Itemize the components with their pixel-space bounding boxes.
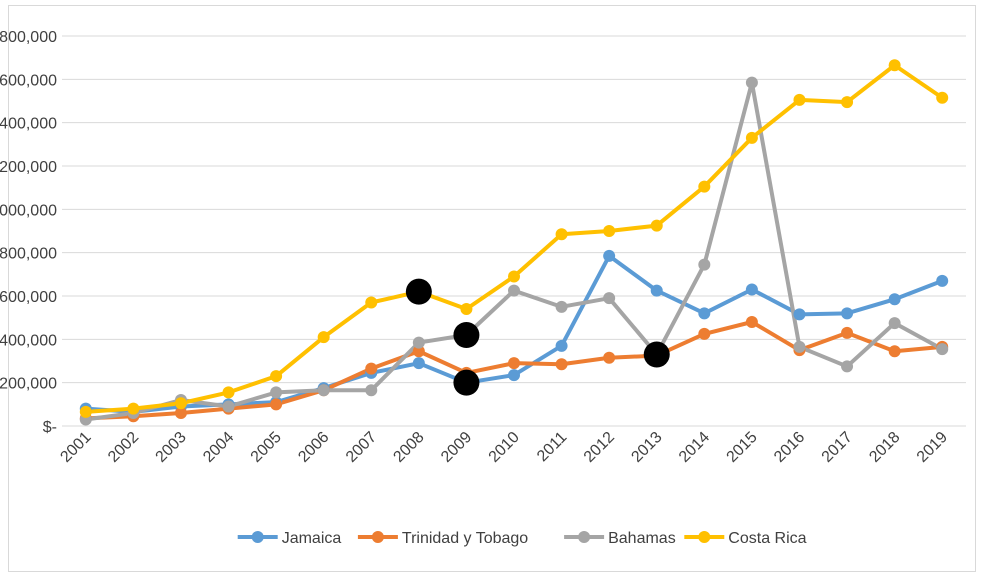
- point-marker: [650, 219, 663, 232]
- point-marker: [888, 345, 901, 358]
- point-marker: [270, 386, 283, 399]
- point-marker: [603, 225, 616, 237]
- point-marker: [603, 292, 616, 305]
- legend-marker: [251, 531, 264, 543]
- legend-label: Bahamas: [608, 530, 676, 547]
- point-marker: [508, 369, 520, 382]
- point-marker: [127, 402, 140, 415]
- point-marker: [270, 398, 283, 411]
- y-tick-label: $1,200,000: [0, 159, 57, 176]
- highlight-marker: [453, 322, 480, 348]
- point-marker: [745, 131, 758, 144]
- highlight-marker: [405, 278, 432, 305]
- point-marker: [270, 370, 283, 383]
- y-tick-label: $1,400,000: [0, 116, 57, 133]
- point-marker: [508, 357, 520, 370]
- legend-label: Costa Rica: [728, 530, 806, 547]
- point-marker: [650, 284, 663, 297]
- point-marker: [555, 358, 568, 371]
- point-marker: [936, 343, 949, 356]
- legend-label: Jamaica: [282, 530, 342, 547]
- point-marker: [793, 340, 806, 353]
- point-marker: [555, 228, 568, 241]
- y-tick-label: $1,000,000: [0, 202, 57, 219]
- point-marker: [745, 283, 758, 296]
- point-marker: [365, 362, 378, 375]
- point-marker: [79, 405, 92, 418]
- point-marker: [841, 96, 854, 109]
- y-tick-label: $1,800,000: [0, 29, 57, 46]
- y-tick-label: $400,000: [0, 332, 57, 349]
- y-tick-label: $600,000: [0, 289, 57, 306]
- y-tick-label: $800,000: [0, 246, 57, 263]
- point-marker: [174, 397, 187, 410]
- point-marker: [888, 293, 901, 306]
- point-marker: [412, 357, 425, 370]
- point-marker: [555, 339, 568, 352]
- legend-marker: [698, 531, 711, 543]
- point-marker: [936, 274, 949, 287]
- point-marker: [888, 59, 901, 72]
- point-marker: [745, 76, 758, 89]
- point-marker: [508, 270, 520, 283]
- legend-label: Trinidad y Tobago: [402, 530, 528, 547]
- point-marker: [793, 308, 806, 321]
- point-marker: [603, 351, 616, 364]
- highlight-marker: [453, 369, 480, 396]
- point-marker: [841, 326, 854, 339]
- point-marker: [936, 91, 949, 104]
- point-marker: [508, 284, 520, 297]
- legend-marker: [371, 531, 384, 543]
- point-marker: [317, 384, 330, 397]
- y-tick-label: $-: [43, 419, 57, 436]
- point-marker: [841, 360, 854, 373]
- point-marker: [174, 407, 187, 419]
- point-marker: [222, 386, 235, 399]
- point-marker: [841, 307, 854, 320]
- point-marker: [555, 300, 568, 313]
- point-marker: [698, 180, 711, 193]
- point-marker: [412, 345, 425, 358]
- point-marker: [412, 336, 425, 349]
- point-marker: [317, 331, 330, 344]
- y-tick-label: $200,000: [0, 376, 57, 393]
- point-marker: [460, 303, 473, 315]
- point-marker: [888, 317, 901, 330]
- point-marker: [698, 258, 711, 271]
- point-marker: [222, 400, 235, 413]
- point-marker: [745, 316, 758, 328]
- highlight-marker: [643, 341, 670, 368]
- point-marker: [365, 384, 378, 397]
- point-marker: [365, 296, 378, 309]
- point-marker: [603, 249, 616, 262]
- point-marker: [698, 307, 711, 320]
- point-marker: [698, 327, 711, 340]
- y-tick-label: $1,600,000: [0, 72, 57, 89]
- legend-marker: [578, 531, 591, 543]
- chart-border: [8, 5, 976, 572]
- point-marker: [793, 93, 806, 106]
